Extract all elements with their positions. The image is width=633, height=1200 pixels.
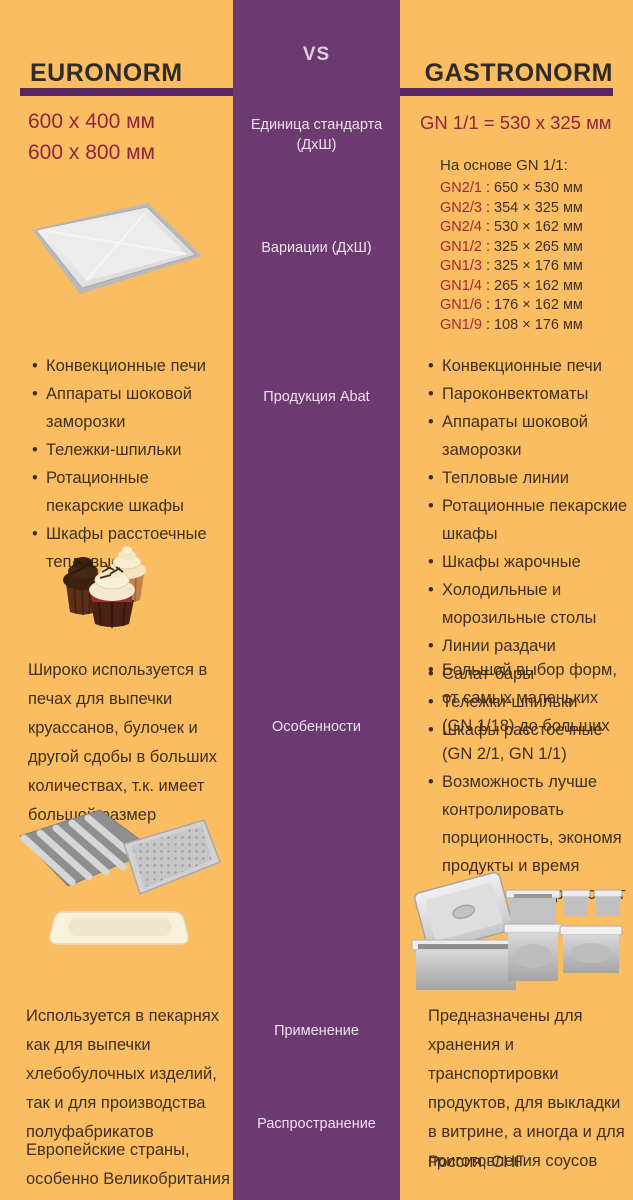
bakery-trays-image xyxy=(12,800,227,962)
gn-size-row: GN1/9108 × 176 мм xyxy=(440,316,583,336)
list-item: Тележки-шпильки xyxy=(30,436,226,464)
center-panel: VS Единица стандарта (ДхШ) Вариации (ДхШ… xyxy=(233,0,400,1200)
gn-size-row: GN1/6176 × 162 мм xyxy=(440,296,583,316)
euronorm-sizes: 600 x 400 мм 600 x 800 мм xyxy=(28,106,155,168)
list-item: Аппараты шоковой заморозки xyxy=(426,408,628,464)
label-distribution: Распространение xyxy=(257,1116,376,1132)
list-item: Холодильные и морозильные столы xyxy=(426,576,628,632)
gn-dimensions: 325 × 265 мм xyxy=(482,239,583,255)
list-item: Ротационные пекарские шкафы xyxy=(426,492,628,548)
euronorm-size-line: 600 x 800 мм xyxy=(28,141,155,164)
list-item: Шкафы жарочные xyxy=(426,548,628,576)
list-item: Шкафы расстоечные тепловые xyxy=(30,520,226,576)
gn-dimensions: 265 × 162 мм xyxy=(482,278,583,294)
label-products: Продукция Abat xyxy=(263,389,370,405)
gn-size-row: GN1/4265 × 162 мм xyxy=(440,277,583,297)
list-item: Тепловые линии xyxy=(426,464,628,492)
euronorm-products-list: Конвекционные печиАппараты шоковой замор… xyxy=(30,352,226,576)
gn-sizes-list: GN2/1650 × 530 мм GN2/3354 × 325 мм GN2/… xyxy=(440,179,583,335)
list-item: Аппараты шоковой заморозки xyxy=(30,380,226,436)
gn-dimensions: 108 × 176 мм xyxy=(482,317,583,333)
gastronorm-distribution-text: Россия, СНГ xyxy=(428,1153,525,1171)
gn-code: GN2/4 xyxy=(440,219,482,235)
gn-code: GN2/1 xyxy=(440,180,482,196)
euronorm-size-line: 600 x 400 мм xyxy=(28,110,155,133)
gn-variations-intro: На основе GN 1/1: xyxy=(440,157,568,174)
list-item: Конвекционные печи xyxy=(30,352,226,380)
gn-size-row: GN1/2325 × 265 мм xyxy=(440,238,583,258)
vs-label: VS xyxy=(302,44,331,65)
euronorm-title: EURONORM xyxy=(30,58,183,87)
euronorm-distribution-text: Европейские страны, особенно Великобрита… xyxy=(26,1141,230,1188)
gastronorm-base-size: GN 1/1 = 530 x 325 мм xyxy=(420,112,612,133)
list-item: Возможность лучше контролировать порцион… xyxy=(426,768,628,880)
gn-code: GN1/4 xyxy=(440,277,482,294)
gn-code: GN1/9 xyxy=(440,316,482,333)
gastronorm-containers-image xyxy=(408,858,626,1006)
euronorm-features-text: Широко используется в печах для выпечки … xyxy=(28,661,217,824)
gn-size-row: GN2/1650 × 530 мм xyxy=(440,179,583,199)
left-header-divider xyxy=(20,88,235,96)
list-item: Пароконвектоматы xyxy=(426,380,628,408)
gn-code: GN1/3 xyxy=(440,258,482,274)
gastronorm-title: GASTRONORM xyxy=(424,58,613,87)
label-standard-unit: Единица стандарта (ДхШ) xyxy=(250,117,383,154)
baking-sheet-image xyxy=(22,182,212,334)
gn-dimensions: 176 × 162 мм xyxy=(482,297,583,313)
list-item: Ротационные пекарские шкафы xyxy=(30,464,226,520)
label-application: Применение xyxy=(274,1023,359,1039)
label-variations: Вариации (ДхШ) xyxy=(261,240,372,256)
cupcakes-image xyxy=(52,522,172,630)
gn-size-row: GN2/4530 × 162 мм xyxy=(440,218,583,238)
list-item: Большой выбор форм, от самых маленьких (… xyxy=(426,656,628,768)
list-item: Линии раздачи xyxy=(426,632,628,660)
euronorm-application-text: Используется в пекарнях как для выпечки … xyxy=(26,1007,219,1141)
gn-dimensions: 354 × 325 мм xyxy=(482,200,583,216)
gn-code: GN1/2 xyxy=(440,238,482,255)
gn-dimensions: 325 × 176 мм xyxy=(482,258,583,274)
right-header-divider xyxy=(398,88,613,96)
gn-size-row: GN1/3325 × 176 мм xyxy=(440,257,583,277)
list-item: Конвекционные печи xyxy=(426,352,628,380)
gn-dimensions: 650 × 530 мм xyxy=(482,180,583,196)
gastronorm-application-text: Предназначены для хранения и транспортир… xyxy=(428,1007,625,1170)
gn-code: GN2/3 xyxy=(440,199,482,216)
gn-dimensions: 530 × 162 мм xyxy=(482,219,583,235)
label-features: Особенности xyxy=(271,719,362,735)
gn-code: GN1/6 xyxy=(440,297,482,313)
gn-size-row: GN2/3354 × 325 мм xyxy=(440,199,583,219)
